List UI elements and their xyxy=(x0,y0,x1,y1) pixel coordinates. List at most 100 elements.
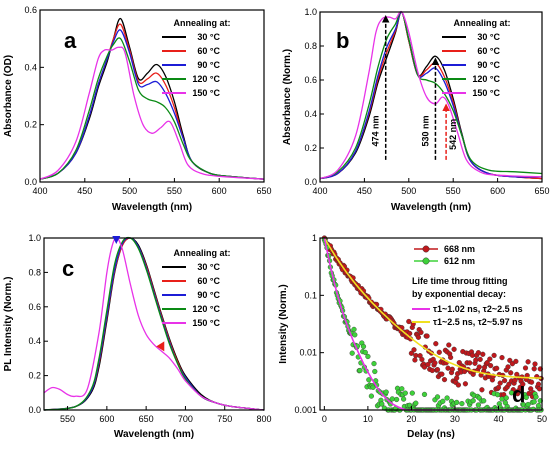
scatter-point-1 xyxy=(421,391,428,398)
legend-label: 612 nm xyxy=(444,256,475,266)
y-tick-label: 0.4 xyxy=(24,62,37,72)
series-line-0 xyxy=(43,237,265,411)
scatter-point-0 xyxy=(432,360,438,366)
scatter-point-1 xyxy=(368,393,375,399)
y-tick-label: 0.2 xyxy=(304,143,317,153)
scatter-point-0 xyxy=(494,365,500,371)
scatter-point-0 xyxy=(449,366,455,372)
fit-line-1 xyxy=(323,237,543,379)
scatter-point-0 xyxy=(520,381,526,387)
scatter-point-1 xyxy=(523,394,529,401)
scatter-point-0 xyxy=(497,380,503,386)
series-line-4 xyxy=(319,10,543,180)
legend-label: 120 °C xyxy=(472,74,500,84)
legend-label: 120 °C xyxy=(192,304,220,314)
scatter-point-0 xyxy=(508,370,514,376)
panel-a-series xyxy=(39,17,265,180)
scatter-point-0 xyxy=(473,357,479,363)
scatter-point-0 xyxy=(522,365,529,371)
scatter-point-0 xyxy=(429,367,435,374)
legend-label: 150 °C xyxy=(192,318,220,328)
y-tick-label: 0.8 xyxy=(28,267,41,277)
scatter-point-0 xyxy=(525,359,531,365)
panel-c-ylabel: PL Intensity (Norm.) xyxy=(3,277,14,372)
scatter-point-0 xyxy=(439,371,445,377)
scatter-point-0 xyxy=(499,355,505,361)
scatter-point-0 xyxy=(441,377,448,383)
scatter-point-0 xyxy=(469,352,476,358)
series-line-3 xyxy=(43,236,265,411)
panel-c-legend: Annealing at: 30 °C 60 °C 90 °C 120 °C 150 °C xyxy=(162,248,231,328)
legend-label: 90 °C xyxy=(477,60,500,70)
scatter-point-1 xyxy=(360,343,367,350)
scatter-point-1 xyxy=(535,403,542,409)
panel-d-frame xyxy=(319,237,543,411)
shoulder-marker-red xyxy=(156,341,165,352)
scatter-point-0 xyxy=(462,381,469,387)
scatter-point-0 xyxy=(531,366,537,372)
scatter-point-1 xyxy=(362,349,368,356)
x-tick-label: 450 xyxy=(357,186,372,196)
scatter-point-0 xyxy=(446,342,452,348)
y-tick-label: 0.1 xyxy=(304,290,317,300)
scatter-point-1 xyxy=(454,399,460,406)
panel-c-ticks: 550 600 650 700 750 800 0.0 0.2 0.4 0.6 0.8 1.0 xyxy=(28,233,271,424)
scatter-point-0 xyxy=(407,330,413,337)
scatter-point-0 xyxy=(448,354,454,361)
series-line-4 xyxy=(43,237,265,411)
panel-b-ticks: 400 450 500 550 600 650 0.0 0.2 0.4 0.6 0.8 1.0 xyxy=(304,7,549,196)
panel-c-annotations xyxy=(112,236,165,352)
x-tick-label: 400 xyxy=(312,186,327,196)
panel-c-xlabel: Wavelength (nm) xyxy=(114,429,194,440)
annotation-label: 542 nm xyxy=(448,119,458,150)
fit-heading: by exponential decay: xyxy=(412,289,506,299)
x-tick-label: 750 xyxy=(217,414,232,424)
y-tick-label: 0.001 xyxy=(294,405,317,415)
legend-title: Annealing at: xyxy=(453,18,510,28)
x-tick-label: 400 xyxy=(32,186,47,196)
scatter-point-1 xyxy=(508,390,515,396)
scatter-point-0 xyxy=(479,387,485,393)
scatter-point-0 xyxy=(424,333,430,339)
scatter-point-0 xyxy=(433,341,439,347)
scatter-point-0 xyxy=(513,358,519,365)
legend-label: 150 °C xyxy=(192,88,220,98)
panel-a-xlabel: Wavelength (nm) xyxy=(112,202,192,213)
series-line-2 xyxy=(43,237,265,411)
panel-c-frame xyxy=(43,237,265,411)
fit-label: τ1~2.5 ns, τ2~5.97 ns xyxy=(433,317,523,327)
legend-label: 30 °C xyxy=(477,32,500,42)
scatter-point-0 xyxy=(434,367,441,373)
peak-marker-blue xyxy=(112,236,121,244)
panel-b-annotations: 474 nm 530 nm 542 nm xyxy=(371,15,458,160)
legend-title: Annealing at: xyxy=(173,18,230,28)
scatter-point-1 xyxy=(357,367,363,374)
y-tick-label: 0.2 xyxy=(28,371,41,381)
series-line-3 xyxy=(39,37,265,180)
scatter-point-0 xyxy=(532,361,538,367)
scatter-point-1 xyxy=(434,394,441,400)
legend-marker xyxy=(422,257,430,265)
legend-label: 60 °C xyxy=(197,276,220,286)
x-tick-label: 450 xyxy=(77,186,92,196)
scatter-point-1 xyxy=(531,399,537,405)
legend-title: Annealing at: xyxy=(173,248,230,258)
scatter-point-1 xyxy=(409,390,415,396)
x-tick-label: 550 xyxy=(60,414,75,424)
panel-a-legend: Annealing at: 30 °C 60 °C 90 °C 120 °C 150 °C xyxy=(162,18,231,98)
scatter-point-1 xyxy=(470,398,476,404)
panel-d-ylabel: Intensity (Norm.) xyxy=(278,284,289,363)
scatter-point-0 xyxy=(488,363,494,369)
y-tick-label: 0.0 xyxy=(24,177,37,187)
scatter-point-1 xyxy=(372,368,378,375)
scatter-point-0 xyxy=(487,356,493,362)
scatter-point-0 xyxy=(412,357,418,363)
scatter-point-1 xyxy=(444,395,450,401)
scatter-point-1 xyxy=(475,402,482,408)
scatter-point-0 xyxy=(536,386,543,392)
scatter-point-1 xyxy=(413,400,419,406)
scatter-point-0 xyxy=(413,352,419,359)
y-tick-label: 1.0 xyxy=(28,233,41,243)
x-tick-label: 40 xyxy=(493,414,503,424)
